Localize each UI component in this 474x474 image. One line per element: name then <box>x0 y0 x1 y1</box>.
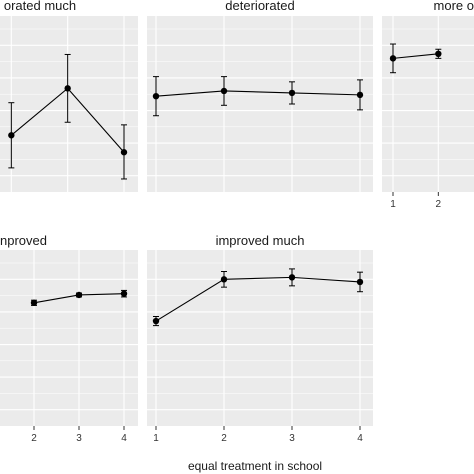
panel-background <box>382 16 474 192</box>
x-tick-label: 3 <box>289 433 295 444</box>
panel-background <box>147 16 373 192</box>
panel-2: deteriorated <box>147 0 373 192</box>
data-point <box>389 55 397 62</box>
data-point <box>288 274 296 281</box>
x-tick-label: 2 <box>31 433 37 444</box>
data-point <box>64 85 71 92</box>
panel-title: deteriorated <box>225 0 294 13</box>
data-point <box>220 87 228 95</box>
panel-title: improved much <box>216 233 305 248</box>
panel-background <box>0 250 138 426</box>
panel-background <box>147 250 373 426</box>
x-tick-label: 1 <box>153 433 159 444</box>
data-point <box>152 92 160 100</box>
x-tick-label: 4 <box>357 433 363 444</box>
panel-title: more o <box>434 0 474 13</box>
panel-3: more o 1 2 <box>382 0 474 210</box>
panel-1: orated much <box>0 0 138 192</box>
series-line <box>155 276 361 322</box>
data-point <box>8 132 15 139</box>
series-line <box>155 90 361 97</box>
x-tick-label: 2 <box>436 199 442 210</box>
data-point <box>356 91 364 99</box>
x-tick-label: 1 <box>390 199 396 210</box>
series-line <box>392 53 439 59</box>
x-axis-label: equal treatment in school <box>188 459 322 473</box>
panel-title: orated much <box>4 0 76 13</box>
data-point <box>30 299 38 306</box>
panel-5: improved much 1 2 3 4 <box>147 233 373 444</box>
x-tick-label: 2 <box>221 433 227 444</box>
panel-background <box>0 16 138 192</box>
data-point <box>120 290 128 297</box>
data-point <box>220 276 228 283</box>
panel-title: nproved <box>0 233 47 248</box>
x-tick-label: 4 <box>121 433 127 444</box>
panel-4: nproved 2 3 4 <box>0 233 138 444</box>
data-point <box>288 89 296 97</box>
data-point <box>435 50 442 58</box>
data-point <box>356 278 364 286</box>
x-tick-label: 3 <box>76 433 82 444</box>
data-point <box>75 291 83 299</box>
data-point <box>152 317 160 325</box>
data-point <box>120 149 128 156</box>
